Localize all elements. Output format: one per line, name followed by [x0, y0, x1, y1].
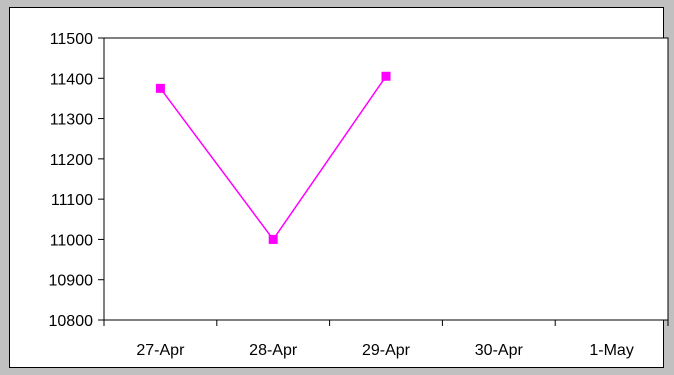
series-marks: [155, 71, 391, 244]
y-tick-label: 11200: [50, 152, 93, 169]
y-tick-label: 10800: [49, 313, 94, 330]
x-tick-label: 27-Apr: [136, 342, 185, 359]
x-tick-label: 30-Apr: [475, 342, 524, 359]
plot-area: [103, 37, 669, 321]
x-tick-label: 28-Apr: [249, 342, 298, 359]
data-point: [381, 71, 391, 81]
data-point: [268, 234, 278, 244]
x-tick-label: 29-Apr: [362, 342, 411, 359]
plot-frame: [103, 37, 669, 321]
x-tick-label: 1-May: [589, 342, 633, 359]
y-tick-label: 10900: [49, 273, 94, 290]
y-tick-label: 11300: [50, 112, 93, 129]
y-tick-label: 11500: [50, 31, 93, 48]
axes: 10800 10900 11000 11100 11200 11300 11400 11500…: [49, 31, 669, 359]
y-tick-label: 11000: [50, 232, 93, 249]
y-tick-label: 11100: [51, 192, 93, 209]
y-tick-label: 11400: [50, 71, 93, 88]
data-point: [155, 83, 165, 93]
